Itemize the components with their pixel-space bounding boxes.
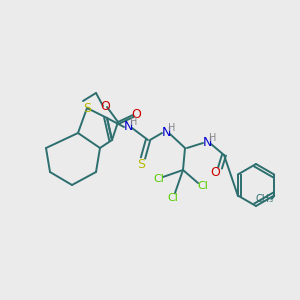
Text: H: H bbox=[130, 117, 138, 127]
Text: CH₃: CH₃ bbox=[255, 194, 273, 203]
Text: O: O bbox=[131, 107, 141, 121]
Text: Cl: Cl bbox=[168, 193, 178, 203]
Text: Cl: Cl bbox=[198, 181, 208, 191]
Text: H: H bbox=[168, 123, 176, 133]
Text: O: O bbox=[100, 100, 110, 112]
Text: S: S bbox=[83, 101, 91, 115]
Text: N: N bbox=[161, 127, 171, 140]
Text: S: S bbox=[137, 158, 145, 172]
Text: N: N bbox=[202, 136, 212, 149]
Text: O: O bbox=[210, 167, 220, 179]
Text: Cl: Cl bbox=[154, 174, 164, 184]
Text: H: H bbox=[209, 133, 217, 143]
Text: N: N bbox=[123, 121, 133, 134]
